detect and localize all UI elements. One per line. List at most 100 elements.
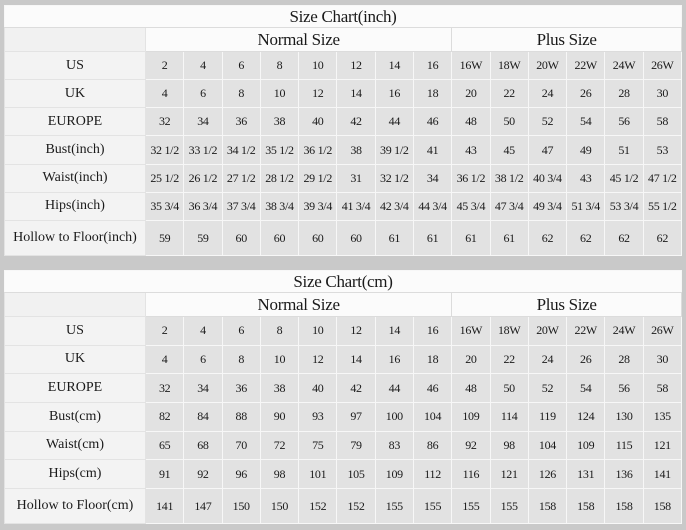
table-cell: 4 — [144, 344, 185, 375]
table-cell: 18 — [412, 344, 453, 375]
table-cell: 119 — [527, 401, 568, 432]
table-cell: 2 — [144, 316, 185, 346]
table-cell: 22 — [489, 79, 529, 109]
table-cell: 24W — [604, 50, 644, 81]
row-label: Hips(cm) — [4, 459, 146, 489]
table-cell: 98 — [259, 459, 300, 489]
table-row: EUROPE 32 34 36 38 40 42 44 46 48 50 52 54 56 58 — [4, 107, 683, 137]
row-label: Bust(cm) — [4, 401, 146, 432]
table-cell: 18W — [489, 50, 529, 81]
table-cell: 31 — [336, 163, 376, 193]
table-cell: 158 — [527, 488, 568, 524]
table-cell: 20 — [451, 344, 491, 375]
table-cell: 25 1/2 — [144, 163, 185, 193]
row-label: EUROPE — [4, 107, 146, 137]
blank-cell — [4, 292, 146, 317]
table-cell: 62 — [566, 220, 606, 256]
table-cell: 6 — [221, 50, 261, 81]
table-cell: 141 — [144, 488, 185, 524]
table-cell: 16 — [412, 316, 453, 346]
blank-cell — [4, 27, 146, 52]
table-cell: 10 — [298, 50, 338, 81]
size-chart-cm: Size Chart(cm) Normal Size Plus Size US 2 4 6 8… — [4, 270, 683, 524]
table-cell: 40 — [298, 107, 338, 137]
table-cell: 131 — [566, 459, 606, 489]
table-row: Hollow to Floor(cm) 141 147 150 150 152 152 155… — [4, 488, 683, 524]
table-cell: 38 3/4 — [259, 191, 300, 222]
table-cell: 33 1/2 — [183, 135, 223, 165]
table-cell: 152 — [298, 488, 338, 524]
table-cell: 100 — [374, 401, 414, 432]
table-cell: 47 3/4 — [489, 191, 529, 222]
table-cell: 42 — [336, 107, 376, 137]
row-label: Waist(cm) — [4, 430, 146, 461]
table-cell: 158 — [566, 488, 606, 524]
table-cell: 124 — [566, 401, 606, 432]
table-cell: 40 — [298, 373, 338, 403]
table-row: Waist(inch) 25 1/2 26 1/2 27 1/2 28 1/2 29 1/… — [4, 163, 683, 193]
table-cell: 60 — [259, 220, 300, 256]
table-row: EUROPE 32 34 36 38 40 42 44 46 48 50 52 54 56 58 — [4, 373, 683, 403]
table-cell: 26W — [642, 316, 683, 346]
table-cell: 52 — [527, 373, 568, 403]
table-cell: 12 — [336, 316, 376, 346]
table-cell: 6 — [183, 344, 223, 375]
table-cell: 48 — [451, 107, 491, 137]
table-cell: 155 — [374, 488, 414, 524]
table-cell: 104 — [412, 401, 453, 432]
table-cell: 28 — [604, 344, 644, 375]
table-cell: 150 — [221, 488, 261, 524]
table-cell: 38 — [259, 373, 300, 403]
table-cell: 150 — [259, 488, 300, 524]
table-cell: 29 1/2 — [298, 163, 338, 193]
group-normal-size: Normal Size — [144, 292, 453, 317]
table-cell: 50 — [489, 373, 529, 403]
table-row: Bust(cm) 82 84 88 90 93 97 100 104 109 114 119 124 13… — [4, 401, 683, 432]
table-cell: 10 — [259, 79, 300, 109]
table-cell: 62 — [527, 220, 568, 256]
table-cell: 18 — [412, 79, 453, 109]
table-cell: 49 3/4 — [527, 191, 568, 222]
table-cell: 26 1/2 — [183, 163, 223, 193]
table-cell: 36 — [221, 373, 261, 403]
table-cell: 8 — [259, 316, 300, 346]
group-row: Normal Size Plus Size — [4, 27, 682, 52]
title-row: Size Chart(inch) — [4, 5, 682, 28]
table-cell: 141 — [642, 459, 683, 489]
table-cell: 121 — [642, 430, 683, 461]
table-cell: 12 — [298, 79, 338, 109]
table-cell: 96 — [221, 459, 261, 489]
table-cell: 104 — [527, 430, 568, 461]
table-cell: 18W — [489, 316, 529, 346]
table-cell: 54 — [566, 373, 606, 403]
table-cell: 92 — [183, 459, 223, 489]
table-cell: 54 — [566, 107, 606, 137]
table-cell: 115 — [604, 430, 644, 461]
table-cell: 58 — [642, 373, 683, 403]
group-plus-size: Plus Size — [451, 27, 682, 52]
table-cell: 12 — [336, 50, 376, 81]
table-cell: 68 — [183, 430, 223, 461]
table-cell: 14 — [374, 316, 414, 346]
table-cell: 28 1/2 — [259, 163, 300, 193]
table-cell: 55 1/2 — [642, 191, 683, 222]
table-cell: 83 — [374, 430, 414, 461]
table-cell: 53 3/4 — [604, 191, 644, 222]
table-cell: 44 — [374, 373, 414, 403]
table-cell: 61 — [489, 220, 529, 256]
table-cell: 105 — [336, 459, 376, 489]
table-cell: 152 — [336, 488, 376, 524]
table-cell: 101 — [298, 459, 338, 489]
size-table: Size Chart(inch) Normal Size Plus Size US 2 4… — [4, 5, 683, 256]
table-cell: 34 1/2 — [221, 135, 261, 165]
size-table: Size Chart(cm) Normal Size Plus Size US 2 4 6 8… — [4, 270, 683, 524]
table-cell: 39 3/4 — [298, 191, 338, 222]
table-cell: 26 — [566, 344, 606, 375]
table-row: Hips(inch) 35 3/4 36 3/4 37 3/4 38 3/4 39 3/4… — [4, 191, 683, 222]
table-cell: 45 — [489, 135, 529, 165]
table-cell: 38 — [336, 135, 376, 165]
table-cell: 61 — [412, 220, 453, 256]
group-normal-size: Normal Size — [144, 27, 453, 52]
row-label: Waist(inch) — [4, 163, 146, 193]
table-cell: 41 3/4 — [336, 191, 376, 222]
